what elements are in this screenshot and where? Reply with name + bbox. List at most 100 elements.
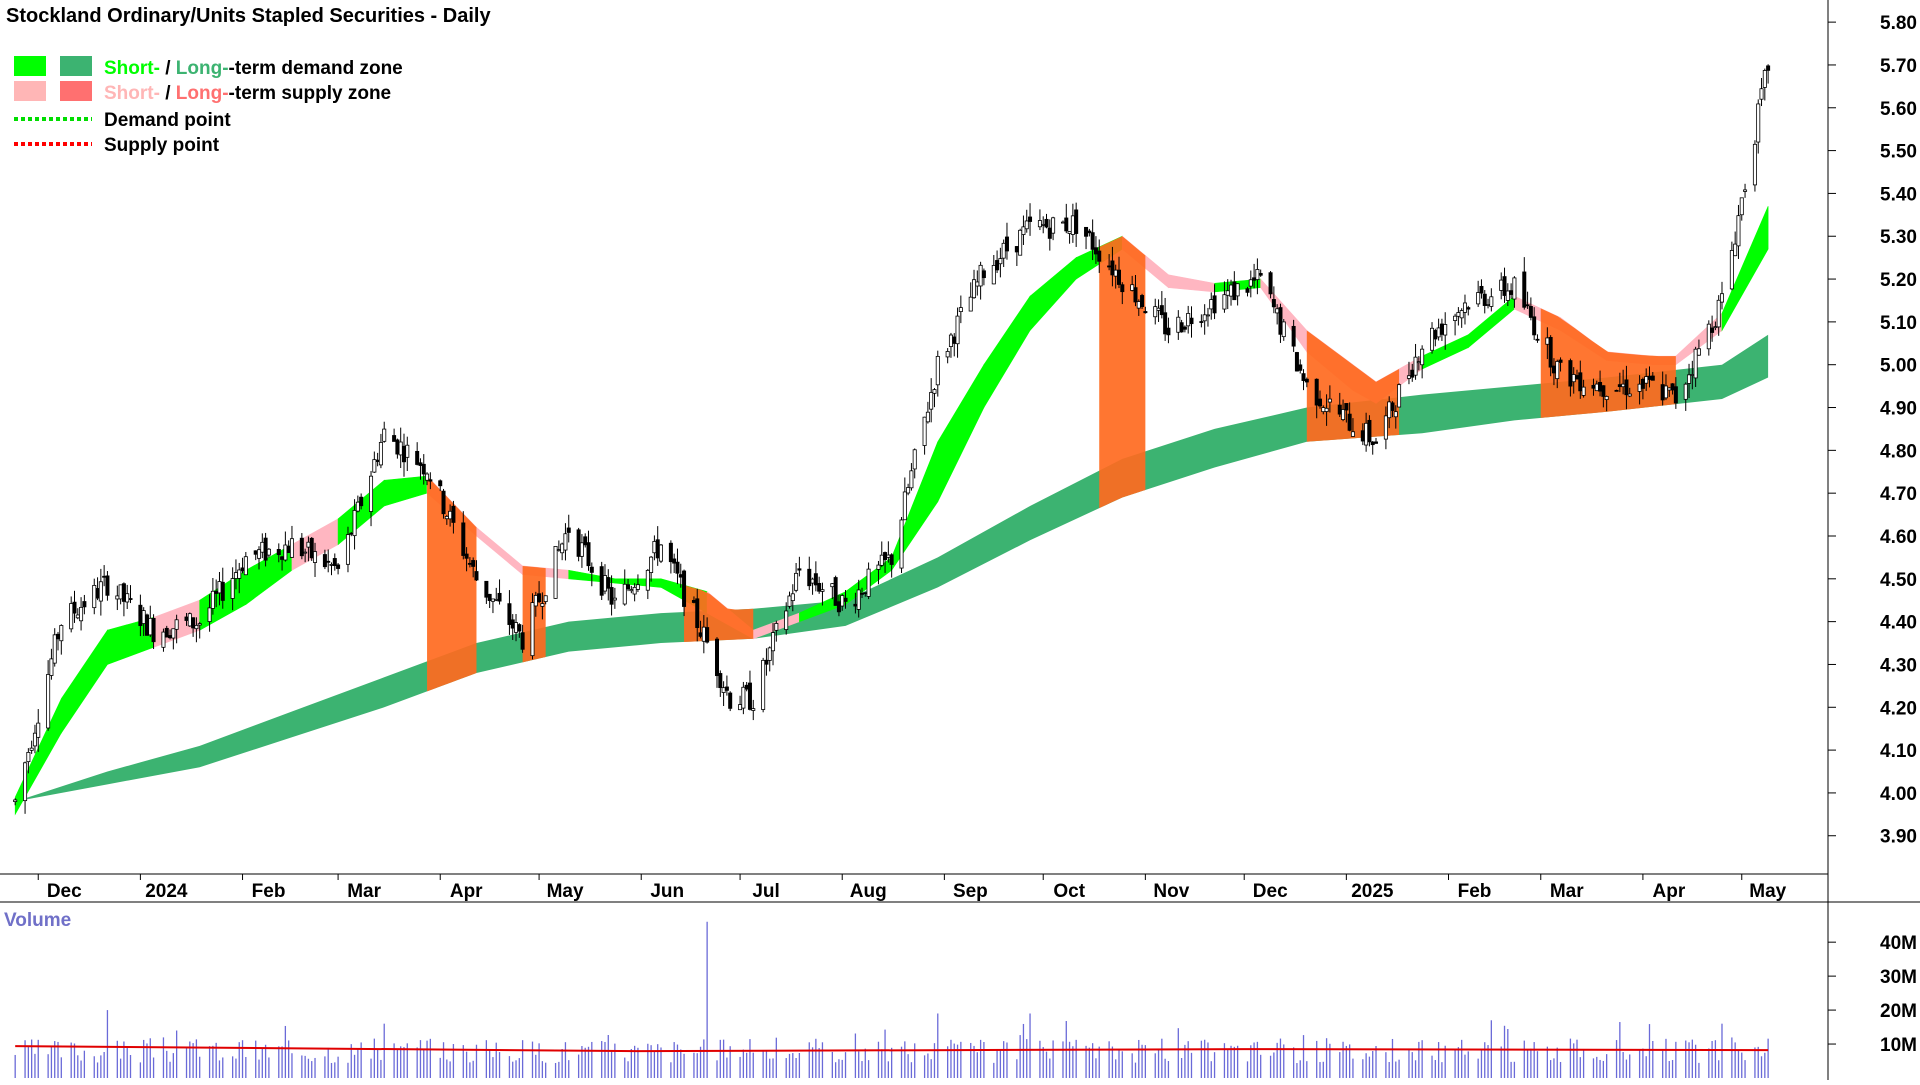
price-candle [1640,377,1645,400]
price-candle [705,617,710,644]
candle-body [1044,218,1049,228]
price-candle [1499,272,1504,300]
candle-body [59,625,64,642]
price-candle [378,433,383,469]
price-candle [1047,219,1052,251]
price-candle [1367,415,1372,447]
price-candle [372,451,377,473]
candle-body [1337,404,1342,415]
candle-body [840,595,845,607]
price-candle [1153,298,1158,325]
candle-body [1113,269,1118,277]
candle-body [879,554,884,566]
candle-body [925,411,930,423]
candle-body [1719,293,1724,303]
candle-body [240,567,245,572]
price-candle [1298,359,1303,374]
candle-body [141,610,146,624]
price-candle [260,533,265,559]
price-candle [599,561,604,600]
price-candle [1189,306,1194,338]
candle-body [187,613,192,627]
candle-body [484,580,489,598]
candle-body [981,270,986,279]
candle-body [1594,383,1599,392]
candle-body [859,592,864,595]
legend-label-demand: Short- / Long--term demand zone [104,58,403,79]
price-candle [266,547,271,558]
candle-body [560,543,565,554]
x-tick-label: Mar [347,881,381,902]
price-candle [626,579,631,592]
legend: Short- / Long--term demand zone Short- / … [14,56,403,156]
candle-body [1060,221,1065,224]
candle-body [168,635,173,639]
candle-body [543,595,548,602]
candle-body [1637,383,1642,392]
candle-body [1433,330,1438,340]
candle-body [906,487,911,494]
price-candle [401,433,406,477]
price-candle [1673,377,1678,409]
candle-body [349,532,354,535]
price-candle [935,350,940,397]
candle-body [1690,374,1695,376]
candle-body [787,595,792,607]
price-candle [787,591,792,609]
price-candle [1558,357,1563,372]
candle-body [382,428,387,442]
short-term-demand-zone-segment [1029,257,1077,332]
price-candle [998,247,1003,278]
candle-body [1021,226,1026,235]
price-candle [556,540,561,552]
price-candle [1489,288,1494,312]
price-candle [658,543,663,564]
price-candle [1716,295,1721,336]
price-candle [645,568,650,600]
candle-body [1393,411,1398,418]
price-candle [975,270,980,296]
price-candle [1074,202,1079,247]
candle-body [738,704,743,711]
price-candle [1120,282,1125,305]
y-tick-label: 5.00 [1880,356,1917,377]
candle-body [767,647,772,661]
candle-body [266,548,271,556]
price-candle [194,617,199,643]
candle-body [1420,348,1425,366]
y-tick-label: 4.30 [1880,655,1917,676]
price-candle [98,568,103,616]
candle-body [75,614,80,619]
short-term-demand-zone-segment [337,479,385,546]
price-candle [817,576,822,594]
candle-body [1344,403,1349,411]
candle-body [303,551,308,554]
candle-body [1617,384,1622,388]
price-candle [1693,346,1698,387]
candle-body [556,549,561,551]
price-candle [879,541,884,568]
price-candle [1133,274,1138,307]
candle-body [579,542,584,557]
candle-body [1064,217,1069,232]
price-candle [1736,204,1741,259]
price-candle [609,575,614,616]
price-candle [484,580,489,604]
candle-body [421,463,426,475]
price-candle [978,261,983,300]
candle-body [1532,316,1537,336]
supply-zone [1540,308,1676,418]
price-candle [1729,241,1734,291]
price-candle [1430,322,1435,354]
candle-body [975,281,980,287]
candle-body [214,590,219,594]
price-candle [1324,394,1329,426]
candle-body [952,336,957,344]
candle-body [741,686,746,709]
price-candle [622,569,627,606]
candle-body [1166,327,1171,336]
price-candle [1087,228,1092,237]
price-candle [507,590,512,635]
candle-body [451,505,456,523]
candle-body [1509,290,1514,295]
